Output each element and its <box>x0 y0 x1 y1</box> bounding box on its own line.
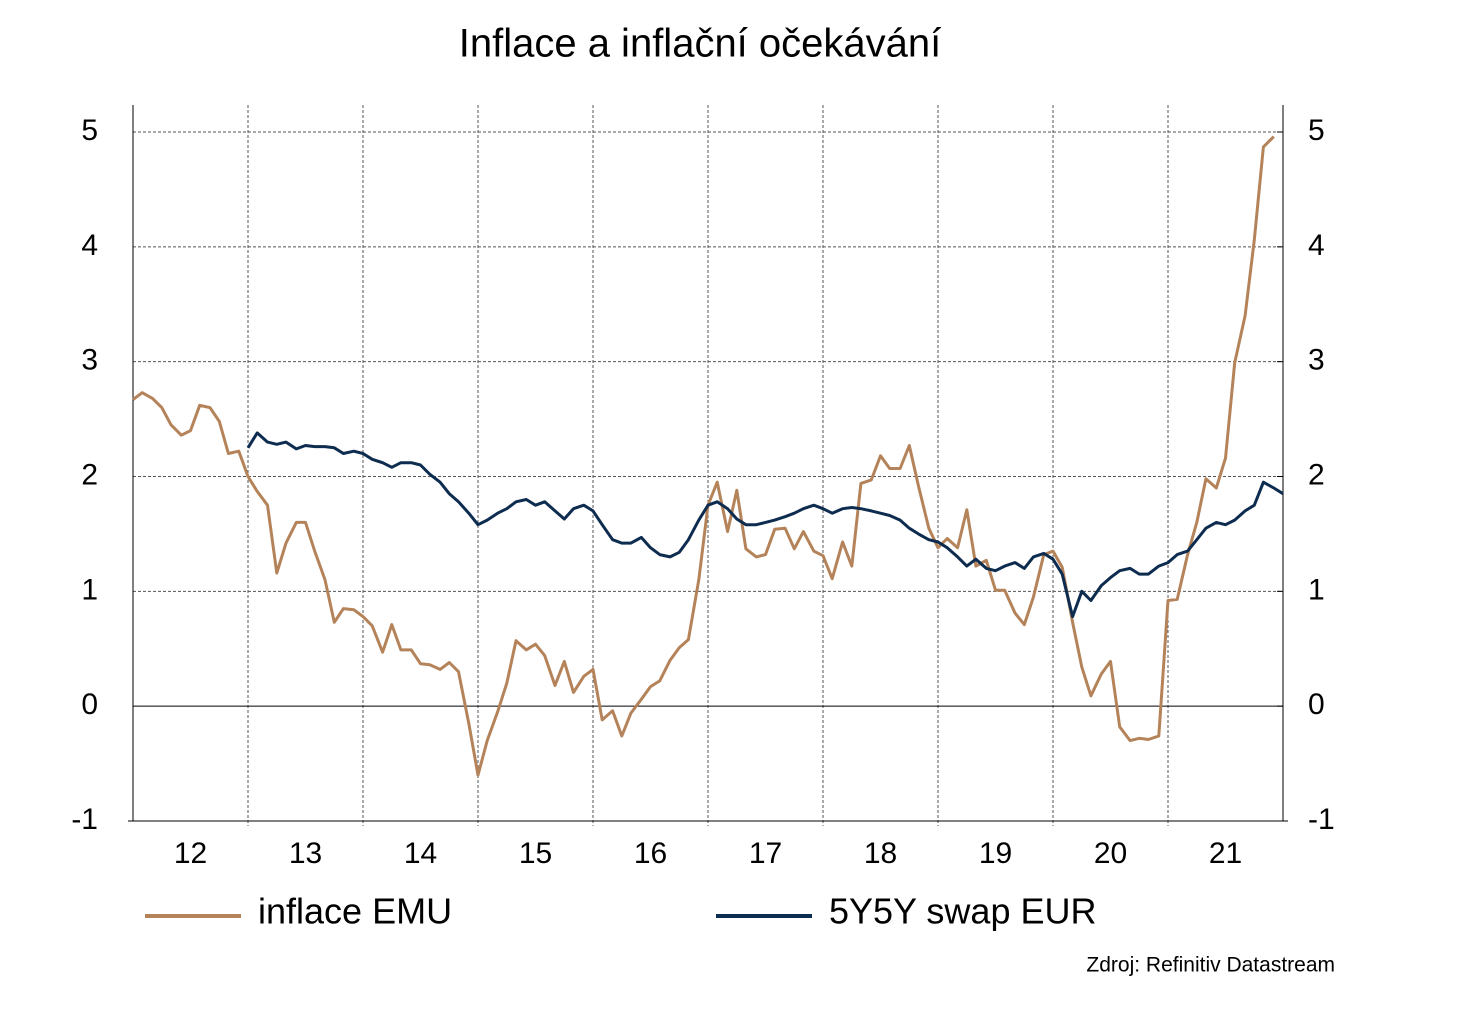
chart-title: Inflace a inflační očekávání <box>459 22 942 66</box>
x-tick-label: 20 <box>1094 837 1127 870</box>
y2-tick-label: 1 <box>1308 573 1325 606</box>
y2-tick-label: 5 <box>1308 114 1325 147</box>
x-tick-label: 13 <box>289 837 322 870</box>
y-tick-label: 2 <box>81 458 98 491</box>
legend-label: inflace EMU <box>258 891 452 932</box>
y2-tick-label: 4 <box>1308 229 1325 262</box>
series-line <box>132 135 1275 777</box>
y-tick-label: 3 <box>81 344 98 377</box>
x-tick-label: 14 <box>404 837 437 870</box>
y2-tick-label: 0 <box>1308 688 1325 721</box>
x-tick-label: 19 <box>979 837 1012 870</box>
x-tick-label: 21 <box>1209 837 1242 870</box>
series-line <box>246 431 1284 619</box>
source-note: Zdroj: Refinitiv Datastream <box>1086 954 1335 977</box>
x-tick-label: 18 <box>864 837 897 870</box>
x-tick-label: 16 <box>634 837 667 870</box>
legend-label: 5Y5Y swap EUR <box>829 891 1096 932</box>
x-tick-label: 17 <box>749 837 782 870</box>
y-tick-label: 5 <box>81 114 98 147</box>
y2-tick-label: -1 <box>1308 803 1335 836</box>
x-tick-label: 15 <box>519 837 552 870</box>
y-tick-label: 1 <box>81 573 98 606</box>
y2-tick-label: 2 <box>1308 458 1325 491</box>
y2-tick-label: 3 <box>1308 344 1325 377</box>
y-tick-label: 0 <box>81 688 98 721</box>
y-tick-label: -1 <box>71 803 98 836</box>
y-tick-label: 4 <box>81 229 98 262</box>
x-tick-label: 12 <box>174 837 207 870</box>
